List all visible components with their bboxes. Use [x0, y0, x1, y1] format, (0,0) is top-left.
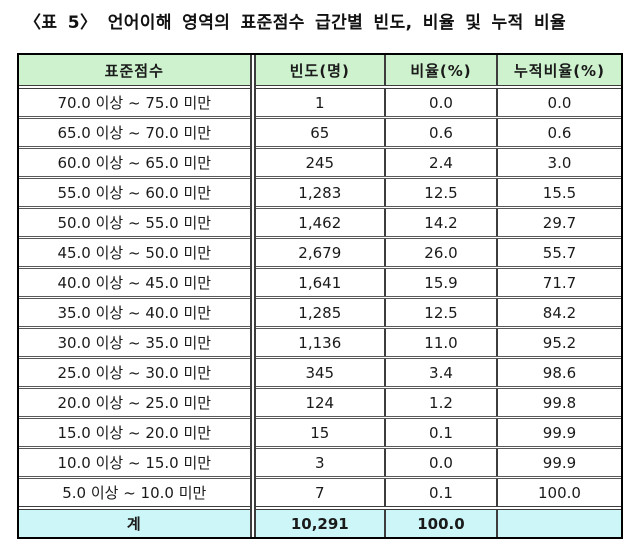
frequency-cell: 7 — [249, 477, 385, 510]
cumulative-ratio-cell: 29.7 — [495, 207, 621, 239]
table-row: 45.0 이상 ~ 50.0 미만 2,679 26.0 55.7 — [19, 237, 621, 269]
total-cumulative-ratio-cell — [495, 506, 621, 537]
column-header-cumulative-ratio: 누적비율(%) — [495, 55, 621, 89]
table-row: 35.0 이상 ~ 40.0 미만 1,285 12.5 84.2 — [19, 297, 621, 329]
frequency-cell: 345 — [249, 357, 385, 389]
frequency-cell: 1,641 — [249, 267, 385, 299]
frequency-cell: 124 — [249, 387, 385, 419]
table-row: 65.0 이상 ~ 70.0 미만 65 0.6 0.6 — [19, 117, 621, 149]
score-range-cell: 50.0 이상 ~ 55.0 미만 — [19, 207, 253, 239]
cumulative-ratio-cell: 15.5 — [495, 177, 621, 209]
ratio-cell: 2.4 — [384, 147, 497, 179]
ratio-cell: 15.9 — [384, 267, 497, 299]
ratio-cell: 12.5 — [384, 297, 497, 329]
score-range-cell: 25.0 이상 ~ 30.0 미만 — [19, 357, 253, 389]
ratio-cell: 11.0 — [384, 327, 497, 359]
score-range-cell: 60.0 이상 ~ 65.0 미만 — [19, 147, 253, 179]
frequency-cell: 1,283 — [249, 177, 385, 209]
cumulative-ratio-cell: 0.6 — [495, 117, 621, 149]
score-range-cell: 70.0 이상 ~ 75.0 미만 — [19, 87, 253, 119]
ratio-cell: 0.0 — [384, 87, 497, 119]
ratio-cell: 3.4 — [384, 357, 497, 389]
table-row: 5.0 이상 ~ 10.0 미만 7 0.1 100.0 — [19, 477, 621, 510]
score-range-cell: 45.0 이상 ~ 50.0 미만 — [19, 237, 253, 269]
table-row: 20.0 이상 ~ 25.0 미만 124 1.2 99.8 — [19, 387, 621, 419]
frequency-cell: 2,679 — [249, 237, 385, 269]
cumulative-ratio-cell: 98.6 — [495, 357, 621, 389]
cumulative-ratio-cell: 95.2 — [495, 327, 621, 359]
column-header-score-range: 표준점수 — [19, 55, 253, 89]
score-range-cell: 30.0 이상 ~ 35.0 미만 — [19, 327, 253, 359]
table-row: 40.0 이상 ~ 45.0 미만 1,641 15.9 71.7 — [19, 267, 621, 299]
score-range-cell: 65.0 이상 ~ 70.0 미만 — [19, 117, 253, 149]
frequency-cell: 1 — [249, 87, 385, 119]
ratio-cell: 0.6 — [384, 117, 497, 149]
table-row: 15.0 이상 ~ 20.0 미만 15 0.1 99.9 — [19, 417, 621, 449]
table-row: 10.0 이상 ~ 15.0 미만 3 0.0 99.9 — [19, 447, 621, 479]
table-row: 60.0 이상 ~ 65.0 미만 245 2.4 3.0 — [19, 147, 621, 179]
frequency-cell: 3 — [249, 447, 385, 479]
cumulative-ratio-cell: 99.9 — [495, 417, 621, 449]
ratio-cell: 12.5 — [384, 177, 497, 209]
frequency-table: 표준점수 빈도(명) 비율(%) 누적비율(%) 70.0 이상 ~ 75.0 … — [19, 55, 621, 537]
column-header-ratio: 비율(%) — [384, 55, 497, 89]
frequency-cell: 245 — [249, 147, 385, 179]
total-ratio-cell: 100.0 — [384, 506, 497, 537]
cumulative-ratio-cell: 99.8 — [495, 387, 621, 419]
score-range-cell: 15.0 이상 ~ 20.0 미만 — [19, 417, 253, 449]
frequency-cell: 1,462 — [249, 207, 385, 239]
ratio-cell: 0.0 — [384, 447, 497, 479]
table-title: 〈표 5〉 언어이해 영역의 표준점수 급간별 빈도, 비율 및 누적 비율 — [24, 13, 567, 33]
frequency-cell: 1,136 — [249, 327, 385, 359]
ratio-cell: 14.2 — [384, 207, 497, 239]
score-range-cell: 20.0 이상 ~ 25.0 미만 — [19, 387, 253, 419]
table-row: 50.0 이상 ~ 55.0 미만 1,462 14.2 29.7 — [19, 207, 621, 239]
cumulative-ratio-cell: 84.2 — [495, 297, 621, 329]
column-header-frequency: 빈도(명) — [249, 55, 385, 89]
frequency-cell: 65 — [249, 117, 385, 149]
frequency-cell: 1,285 — [249, 297, 385, 329]
cumulative-ratio-cell: 55.7 — [495, 237, 621, 269]
ratio-cell: 0.1 — [384, 417, 497, 449]
total-row: 계 10,291 100.0 — [19, 506, 621, 537]
table-frame: 표준점수 빈도(명) 비율(%) 누적비율(%) 70.0 이상 ~ 75.0 … — [17, 53, 623, 539]
cumulative-ratio-cell: 3.0 — [495, 147, 621, 179]
cumulative-ratio-cell: 71.7 — [495, 267, 621, 299]
score-range-cell: 5.0 이상 ~ 10.0 미만 — [19, 477, 253, 510]
score-range-cell: 35.0 이상 ~ 40.0 미만 — [19, 297, 253, 329]
total-frequency-cell: 10,291 — [249, 506, 385, 537]
table-row: 55.0 이상 ~ 60.0 미만 1,283 12.5 15.5 — [19, 177, 621, 209]
header-row: 표준점수 빈도(명) 비율(%) 누적비율(%) — [19, 55, 621, 89]
cumulative-ratio-cell: 0.0 — [495, 87, 621, 119]
table-row: 30.0 이상 ~ 35.0 미만 1,136 11.0 95.2 — [19, 327, 621, 359]
total-label-cell: 계 — [19, 506, 253, 537]
score-range-cell: 40.0 이상 ~ 45.0 미만 — [19, 267, 253, 299]
frequency-cell: 15 — [249, 417, 385, 449]
cumulative-ratio-cell: 100.0 — [495, 477, 621, 510]
ratio-cell: 0.1 — [384, 477, 497, 510]
table-row: 70.0 이상 ~ 75.0 미만 1 0.0 0.0 — [19, 87, 621, 119]
score-range-cell: 55.0 이상 ~ 60.0 미만 — [19, 177, 253, 209]
table-row: 25.0 이상 ~ 30.0 미만 345 3.4 98.6 — [19, 357, 621, 389]
ratio-cell: 26.0 — [384, 237, 497, 269]
score-range-cell: 10.0 이상 ~ 15.0 미만 — [19, 447, 253, 479]
ratio-cell: 1.2 — [384, 387, 497, 419]
cumulative-ratio-cell: 99.9 — [495, 447, 621, 479]
